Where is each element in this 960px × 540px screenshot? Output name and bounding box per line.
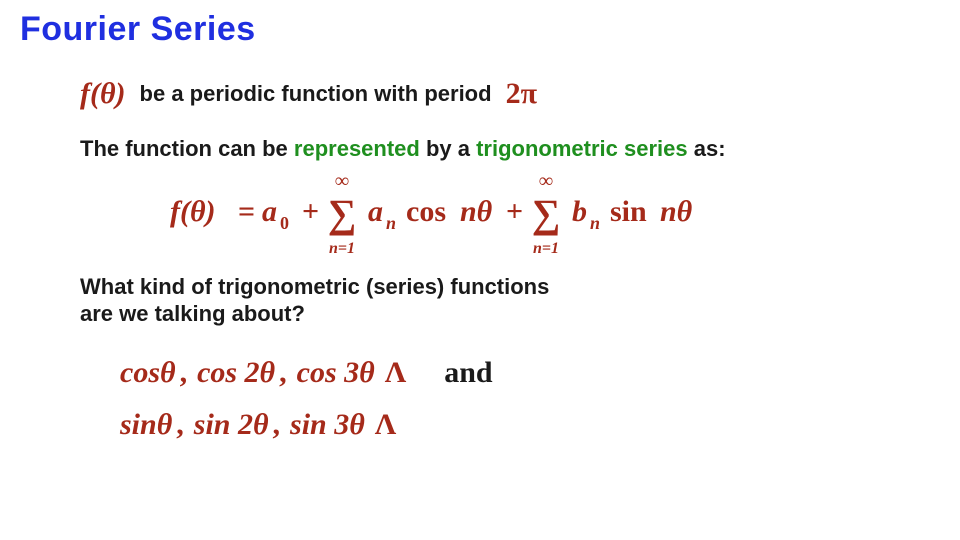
sum1-top: ∞ xyxy=(335,170,349,192)
text-mid: by a xyxy=(420,136,476,161)
formula-ntheta1: nθ xyxy=(460,195,493,228)
formula-a0: a xyxy=(262,195,277,228)
cos-t1: cosθ xyxy=(120,356,176,390)
sin-lambda: Λ xyxy=(375,408,397,442)
formula-plus2: + xyxy=(506,195,523,228)
represented-line: The function can be represented by a tri… xyxy=(80,135,940,163)
text-post: as: xyxy=(688,136,726,161)
formula-an: a xyxy=(368,195,383,228)
formula-bn-sub: n xyxy=(590,213,600,233)
sum2-top: ∞ xyxy=(539,170,553,192)
sin-t3: sin 3θ xyxy=(290,408,365,442)
sin-series: sinθ, sin 2θ, sin 3θ Λ xyxy=(120,408,940,442)
period-value: 2π xyxy=(506,77,537,111)
cos-t3: cos 3θ xyxy=(297,356,375,390)
question-line: What kind of trigonometric (series) func… xyxy=(80,273,940,328)
formula-cos: cos xyxy=(406,195,446,228)
sum2-sym: ∑ xyxy=(532,191,561,236)
text-pre: The function can be xyxy=(80,136,294,161)
sum1-bot: n=1 xyxy=(329,240,355,255)
sin-t1: sinθ xyxy=(120,408,172,442)
sum1-sym: ∑ xyxy=(328,191,357,236)
formula-ntheta2: nθ xyxy=(660,195,693,228)
periodic-text: be a periodic function with period xyxy=(140,81,492,107)
cos-lambda: Λ xyxy=(385,356,407,390)
formula-plus1: + xyxy=(302,195,319,228)
formula-eq: = xyxy=(238,195,255,228)
definition-line: Let f(θ) be a periodic function with per… xyxy=(80,77,940,111)
cos-series: cosθ, cos 2θ, cos 3θ Λ and xyxy=(120,356,940,390)
sin-t2: sin 2θ xyxy=(194,408,269,442)
text-green-trig: trigonometric series xyxy=(476,136,688,161)
page-title: Fourier Series xyxy=(20,10,940,49)
formula-an-sub: n xyxy=(386,213,396,233)
and-text: and xyxy=(444,356,492,390)
formula-bn: b xyxy=(572,195,587,228)
formula-a0-sub: 0 xyxy=(280,213,289,233)
text-green-represented: represented xyxy=(294,136,420,161)
fourier-formula: f(θ) = a 0 + ∞ ∑ n=1 a n cos nθ + ∞ ∑ n=… xyxy=(170,169,940,255)
f-theta: f(θ) xyxy=(80,77,126,111)
formula-sin: sin xyxy=(610,195,647,228)
cos-t2: cos 2θ xyxy=(197,356,275,390)
slide: Fourier Series Let f(θ) be a periodic fu… xyxy=(0,0,960,540)
formula-lhs: f(θ) xyxy=(170,195,216,228)
sum2-bot: n=1 xyxy=(533,240,559,255)
